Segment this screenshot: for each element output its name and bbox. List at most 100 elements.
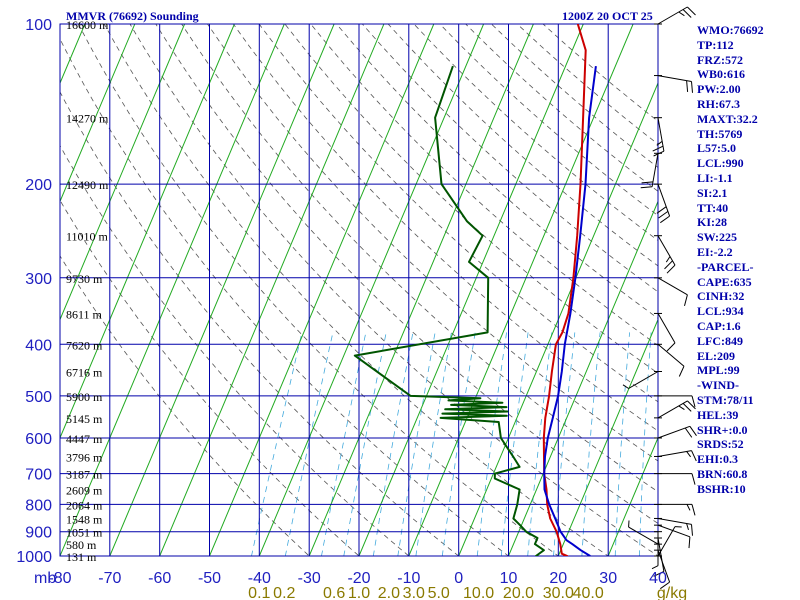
dry-adiabat [60,255,310,556]
isotherm [60,24,285,556]
wind-barb [654,425,697,439]
dry-adiabat [78,24,559,556]
wind-barb-staff [657,183,671,217]
isotherm [308,24,534,556]
plot-frame [59,23,659,557]
wind-barb [654,343,685,377]
height-label: 580 m [66,538,97,552]
wind-barb-flag [653,571,665,577]
mixing-ratio-lines [251,332,652,556]
sounding-profiles [353,24,597,556]
index-item: RH:67.3 [697,96,740,111]
wind-barb-staff [651,153,659,187]
height-label: 3796 m [66,451,103,465]
pressure-tick-label: 1000 [16,549,52,566]
index-item: WB0:616 [697,67,745,82]
mixing-ratio-label: 0.2 [273,585,295,600]
index-item: BRN:60.8 [697,466,748,481]
wind-barb-staff [657,313,676,344]
wind-barb-flag [640,186,653,189]
wind-barb-flag [653,150,665,157]
wind-barb [654,277,688,307]
height-label: 8611 m [66,307,103,321]
wind-barb-flag [686,451,692,458]
isotherm [508,200,658,556]
wind-barb [654,517,693,536]
wind-barb-staff [657,518,692,525]
chart-title: MMVR (76692) Sounding [66,9,199,23]
wind-barb-flag [691,504,696,516]
wind-barb-flag [687,400,696,410]
wind-barb-staff [657,400,688,419]
wind-barb-flag [684,427,693,438]
wind-barb-staff [657,550,671,583]
index-item: -PARCEL- [697,259,754,274]
temperature-tick-label: -80 [48,570,71,587]
wind-barb-flag [651,565,659,570]
index-item: KI:28 [697,215,727,230]
temperature-tick-label: -50 [198,570,221,587]
mixing-ratio-label: 1.0 [348,585,370,600]
chart-datetime: 1200Z 20 OCT 25 [562,9,653,23]
wind-barb-staff [657,524,691,538]
wind-barb-staff [657,277,688,296]
dry-adiabat [232,24,658,432]
wind-barb-flag [686,504,691,511]
temperature-tick-label: -60 [148,570,171,587]
height-label: 11010 m [66,230,109,244]
mixing-ratio-line [581,332,601,556]
wind-barb-flag [666,264,676,274]
height-label: 7620 m [66,338,103,352]
wind-barb [654,235,676,274]
temperature-tick-label: 40 [649,570,667,587]
mixing-ratio-line [553,332,576,556]
wind-barb-flag [665,256,671,263]
mixing-ratio-line [397,332,436,556]
wind-barb-flag [678,365,685,377]
wind-barb [654,395,696,408]
wind-barb [654,524,691,549]
index-item: CAPE:635 [697,274,752,289]
wind-barb [654,75,693,93]
wind-barb-flag [664,260,673,270]
mixing-ratio-line [500,332,529,556]
mixing-ratio-line [441,332,476,556]
height-label: 5900 m [66,390,103,404]
pressure-tick-label: 800 [25,497,52,514]
height-label: 6716 m [66,366,103,380]
pressure-unit-label: mb [34,570,56,587]
wind-barb-flag [691,395,696,408]
dry-adiabat [181,24,658,493]
height-label: 4447 m [66,432,103,446]
wind-barb-staff [657,526,676,557]
index-item: BSHR:10 [697,481,746,496]
wind-barb-flag [686,523,689,531]
dry-adiabat [387,24,658,267]
wind-barb-flag [686,80,689,92]
wind-barb-flag [678,405,685,411]
index-item: MPL:99 [697,363,740,378]
pressure-tick-label: 200 [25,177,52,194]
pressure-tick-label: 600 [25,431,52,448]
isotherm [358,24,584,556]
height-label: 12490 m [66,178,109,192]
isotherm [159,24,385,556]
wind-barb-flag [622,384,629,389]
isotherm [209,24,435,556]
pressure-tick-label: 100 [25,17,52,34]
wind-barb-flag [682,9,692,18]
wind-barb-staff [657,450,692,457]
height-label: 1548 m [66,513,103,527]
mixing-ratio-label: 3.0 [403,585,425,600]
wind-barb-flag [691,473,696,485]
mixing-ratio-line [321,332,367,556]
temperature-tick-label: -10 [397,570,420,587]
height-label: 1051 m [66,526,103,540]
index-item: WMO:76692 [697,23,764,37]
isotherm [408,24,634,556]
height-label: 16600 m [66,18,109,32]
wind-barb [654,400,696,419]
index-item: L57:5.0 [697,141,736,156]
wind-barb-staff [628,371,659,389]
wind-barb-flag [684,294,688,307]
